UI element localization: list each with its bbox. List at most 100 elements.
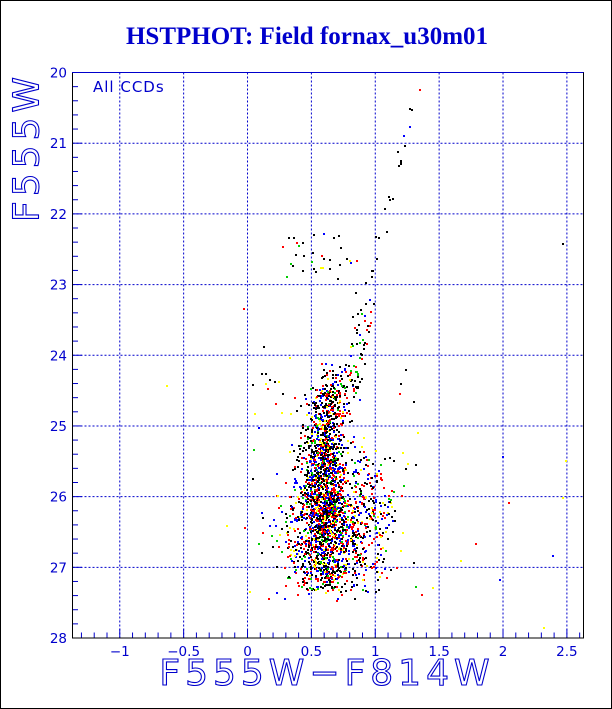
data-point: [320, 392, 322, 394]
data-point: [252, 478, 254, 480]
data-point: [365, 496, 367, 498]
data-point: [340, 551, 342, 553]
data-point: [380, 536, 382, 538]
data-point: [296, 242, 298, 244]
data-point: [322, 536, 324, 538]
data-point: [356, 556, 358, 558]
data-point: [323, 512, 325, 514]
data-point: [334, 412, 336, 414]
data-point: [322, 515, 324, 517]
data-point: [371, 542, 373, 544]
data-point: [328, 539, 330, 541]
data-point: [355, 471, 357, 473]
data-point: [287, 531, 289, 533]
data-point: [331, 566, 333, 568]
data-point: [372, 500, 374, 502]
data-point: [261, 552, 263, 554]
data-point: [331, 401, 333, 403]
data-point: [380, 478, 382, 480]
data-point: [316, 427, 318, 429]
x-tick-label: 0.5: [301, 644, 322, 660]
data-point: [320, 507, 322, 509]
data-point: [292, 513, 294, 515]
data-point: [366, 483, 368, 485]
data-point: [327, 533, 329, 535]
data-point: [319, 543, 321, 545]
data-point: [329, 450, 331, 452]
data-point: [297, 582, 299, 584]
data-point: [315, 479, 317, 481]
data-point: [323, 549, 325, 551]
data-point: [312, 527, 314, 529]
data-point: [348, 510, 350, 512]
data-point: [359, 488, 361, 490]
data-point: [275, 525, 277, 527]
data-point: [336, 413, 338, 415]
data-point: [345, 521, 347, 523]
data-point: [353, 396, 355, 398]
data-point: [322, 545, 324, 547]
data-point: [322, 466, 324, 468]
data-point: [297, 594, 299, 596]
data-point: [297, 516, 299, 518]
data-point: [369, 299, 371, 301]
data-point: [336, 396, 338, 398]
data-point: [305, 485, 307, 487]
data-point: [319, 531, 321, 533]
data-point: [355, 552, 357, 554]
data-point: [334, 586, 336, 588]
data-point: [332, 456, 334, 458]
data-point: [310, 556, 312, 558]
data-point: [369, 535, 371, 537]
data-point: [294, 397, 296, 399]
data-point: [365, 456, 367, 458]
data-point: [322, 440, 324, 442]
data-point: [345, 505, 347, 507]
data-point: [379, 534, 381, 536]
data-point: [320, 428, 322, 430]
data-point: [316, 425, 318, 427]
data-point: [392, 531, 394, 533]
data-point: [166, 385, 168, 387]
data-point: [356, 506, 358, 508]
data-point: [347, 519, 349, 521]
data-point: [361, 446, 363, 448]
data-point: [329, 513, 331, 515]
data-point: [335, 458, 337, 460]
data-point: [341, 594, 343, 596]
data-point: [342, 479, 344, 481]
data-point: [341, 497, 343, 499]
data-point: [384, 458, 386, 460]
data-point: [226, 525, 228, 527]
data-point: [318, 501, 320, 503]
data-point: [363, 451, 365, 453]
data-point: [328, 404, 330, 406]
data-point: [311, 491, 313, 493]
data-point: [331, 516, 333, 518]
data-point: [332, 495, 334, 497]
data-point: [343, 498, 345, 500]
data-point: [339, 413, 341, 415]
data-point: [355, 366, 357, 368]
data-point: [322, 428, 324, 430]
data-point: [294, 530, 296, 532]
data-point: [326, 441, 328, 443]
data-point: [332, 461, 334, 463]
data-point: [320, 438, 322, 440]
data-point: [327, 439, 329, 441]
data-point: [375, 450, 377, 452]
data-point: [330, 523, 332, 525]
data-point: [318, 510, 320, 512]
data-point: [327, 378, 329, 380]
data-point: [334, 492, 336, 494]
data-point: [339, 521, 341, 523]
data-point: [315, 447, 317, 449]
data-point: [296, 459, 298, 461]
data-point: [305, 500, 307, 502]
data-point: [286, 525, 288, 527]
data-point: [400, 383, 402, 385]
data-point: [324, 537, 326, 539]
data-point: [393, 460, 395, 462]
data-point: [345, 548, 347, 550]
data-point: [365, 557, 367, 559]
